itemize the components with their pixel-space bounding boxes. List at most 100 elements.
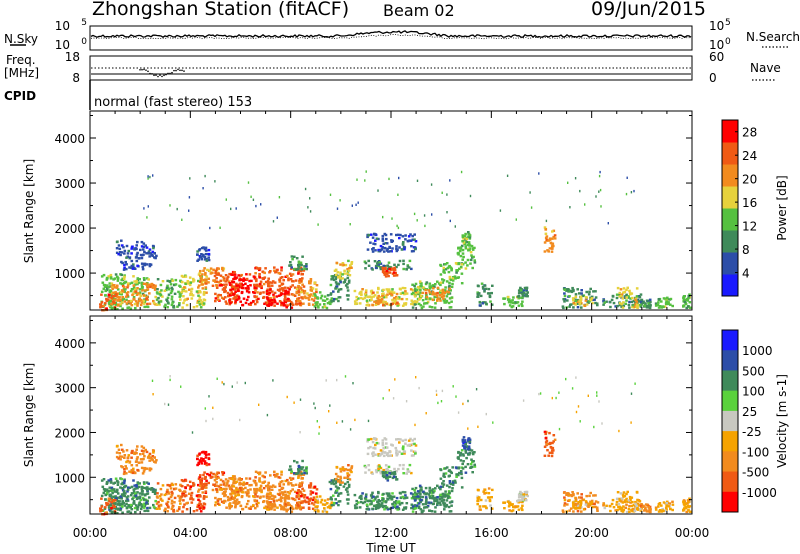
- power-cell: [656, 303, 660, 307]
- velocity-colorbar-segment: [722, 451, 738, 473]
- velocity-cell: [371, 472, 374, 475]
- power-cell: [385, 269, 389, 273]
- power-cell: [457, 253, 460, 256]
- velocity-cell: [126, 495, 130, 498]
- power-cell: [118, 296, 121, 299]
- power-cell: [295, 287, 299, 291]
- velocity-cell: [516, 499, 520, 502]
- power-cell: [627, 295, 630, 298]
- power-cell: [262, 282, 266, 286]
- power-cell: [278, 300, 282, 303]
- power-cell: [144, 244, 147, 247]
- velocity-cell: [311, 498, 315, 502]
- power-cell: [140, 283, 144, 286]
- velocity-cell: [287, 496, 291, 500]
- power-cell: [308, 295, 312, 298]
- velocity-cell: [159, 487, 163, 491]
- power-cell: [273, 266, 276, 269]
- power-cell: [457, 246, 460, 249]
- velocity-cell: [416, 495, 420, 498]
- velocity-cell: [318, 432, 320, 435]
- velocity-cell: [255, 491, 258, 494]
- power-cell: [483, 288, 486, 291]
- velocity-cell: [428, 509, 432, 512]
- velocity-cell: [589, 500, 592, 503]
- power-cell: [521, 300, 524, 303]
- velocity-cell: [113, 490, 117, 493]
- velocity-cell: [415, 504, 419, 507]
- power-cell: [147, 175, 149, 178]
- power-cell: [403, 248, 406, 251]
- velocity-cell: [344, 468, 348, 471]
- velocity-cell: [330, 501, 334, 504]
- power-cell: [522, 289, 525, 292]
- velocity-cell: [129, 494, 133, 497]
- power-cell: [155, 254, 158, 258]
- power-cell: [446, 193, 448, 196]
- power-cell: [374, 239, 377, 242]
- power-cell: [122, 246, 125, 249]
- velocity-cell: [374, 496, 378, 499]
- velocity-cell: [297, 493, 300, 496]
- velocity-cell: [390, 443, 393, 446]
- velocity-cell: [682, 500, 685, 503]
- velocity-cell: [281, 480, 284, 483]
- power-cell: [622, 301, 625, 304]
- velocity-cell: [123, 478, 126, 481]
- power-cell: [255, 204, 257, 208]
- velocity-cell: [288, 468, 291, 471]
- power-cell: [288, 264, 291, 267]
- velocity-cell: [457, 411, 460, 414]
- power-cell: [165, 298, 168, 301]
- velocity-cell: [445, 503, 449, 507]
- velocity-cell: [553, 438, 557, 441]
- power-cell: [320, 294, 324, 297]
- power-cell: [288, 299, 292, 302]
- power-cell: [201, 283, 204, 286]
- power-cell: [490, 291, 493, 295]
- power-cell: [293, 255, 296, 258]
- nsearch-trace: [90, 33, 692, 40]
- power-cell: [393, 268, 397, 271]
- power-cell: [304, 187, 307, 191]
- velocity-cell: [164, 507, 167, 510]
- velocity-cell: [339, 477, 343, 480]
- power-cell: [620, 294, 623, 298]
- power-cell: [188, 288, 191, 291]
- velocity-cell: [105, 480, 109, 484]
- power-cell: [395, 245, 398, 248]
- velocity-cell: [262, 487, 266, 490]
- velocity-cell: [354, 506, 357, 510]
- power-cell: [391, 288, 394, 291]
- power-cell: [108, 285, 112, 288]
- velocity-cell: [232, 497, 236, 500]
- velocity-cell: [343, 476, 346, 479]
- colorbar-tick-label: 16: [742, 196, 757, 210]
- power-cell: [451, 282, 454, 286]
- power-cell: [235, 298, 239, 302]
- velocity-cell: [436, 503, 439, 506]
- velocity-cell: [428, 496, 432, 500]
- velocity-cell: [350, 470, 353, 474]
- power-cell: [252, 300, 255, 303]
- power-cell: [477, 292, 481, 295]
- velocity-cell: [199, 495, 202, 498]
- power-cell: [318, 291, 322, 294]
- power-cell: [332, 278, 336, 282]
- power-cell: [428, 291, 432, 294]
- velocity-cell: [521, 495, 524, 498]
- velocity-cell: [374, 469, 378, 472]
- power-cell: [317, 223, 319, 226]
- velocity-cell: [402, 472, 405, 475]
- power-cell: [267, 293, 271, 296]
- power-cell: [170, 290, 174, 293]
- velocity-cell: [227, 499, 230, 502]
- power-cell: [280, 303, 283, 307]
- velocity-cell: [636, 498, 639, 502]
- power-cell: [231, 273, 234, 276]
- power-cell: [267, 284, 270, 288]
- velocity-cell: [387, 475, 390, 478]
- velocity-cell: [178, 499, 182, 502]
- power-cell: [385, 249, 389, 252]
- velocity-cell: [469, 466, 472, 469]
